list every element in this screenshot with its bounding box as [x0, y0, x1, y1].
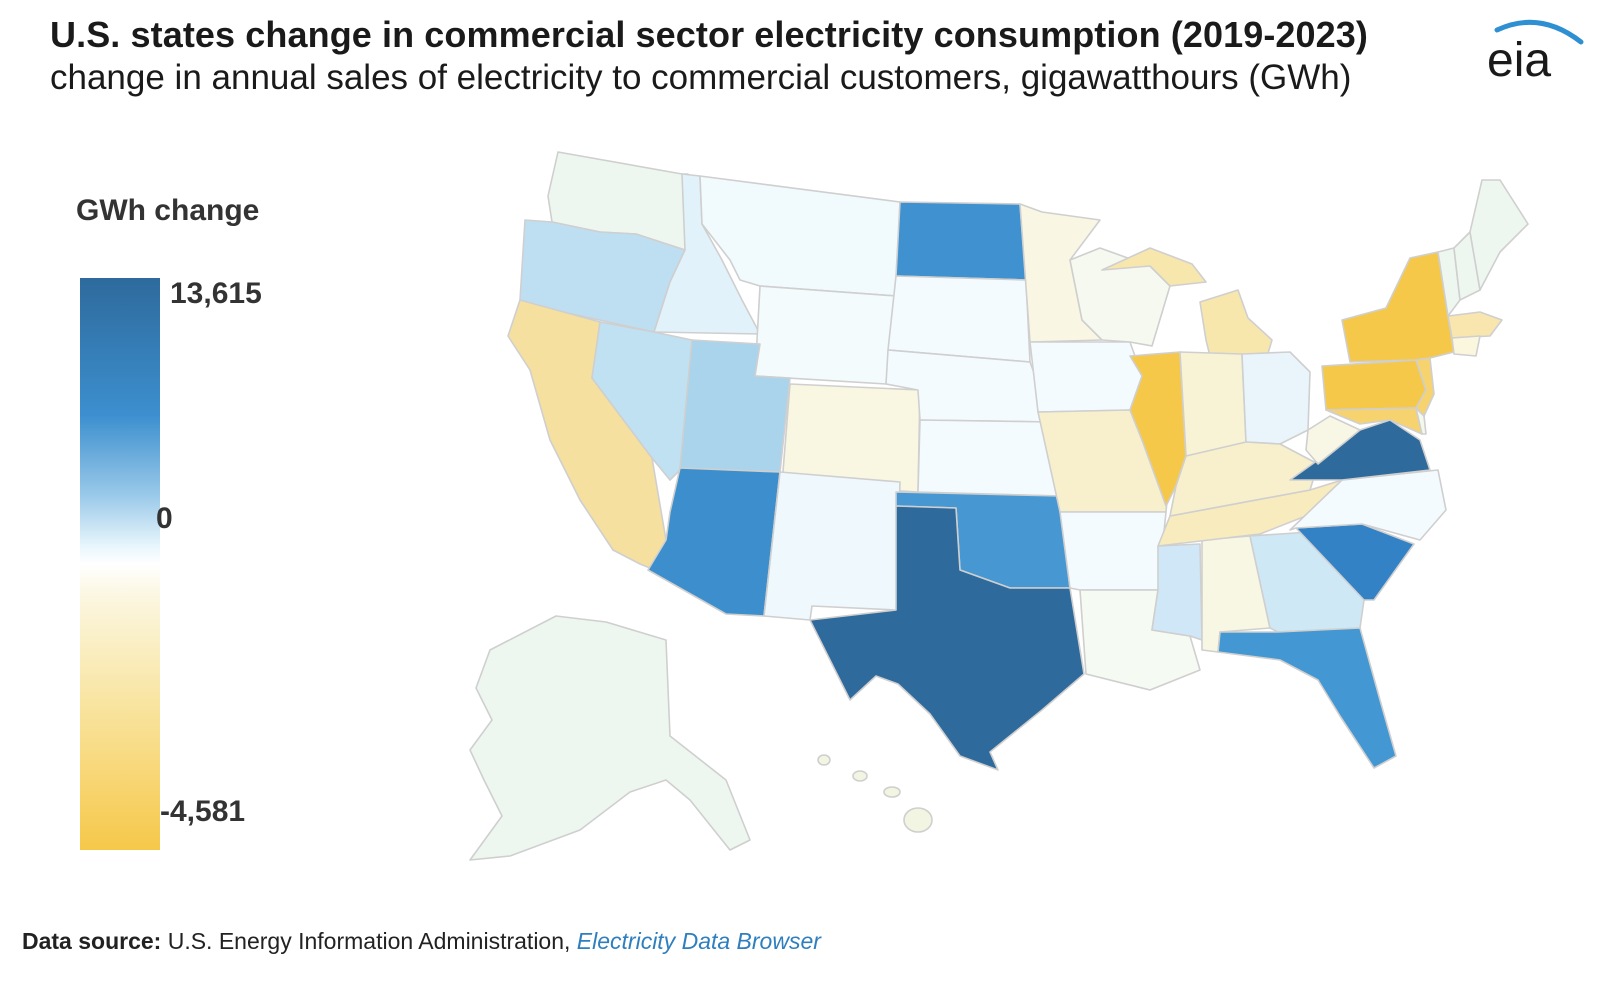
- legend-max-label: 13,615: [170, 277, 262, 310]
- state-west-virginia: [1305, 415, 1361, 465]
- legend-title: GWh change: [76, 194, 260, 227]
- state-pennsylvania: [1321, 359, 1427, 411]
- data-source-footer: Data source: U.S. Energy Information Adm…: [22, 928, 821, 955]
- state-maryland: [1325, 407, 1423, 435]
- state-new-mexico: [763, 471, 901, 621]
- state-hawaii-oahu: [852, 770, 868, 782]
- state-connecticut: [1451, 335, 1481, 357]
- state-new-york: [1341, 251, 1455, 363]
- legend-color-scale: [80, 278, 160, 850]
- state-arizona: [647, 467, 781, 617]
- state-kansas: [917, 419, 1061, 497]
- state-texas: [809, 505, 1085, 771]
- state-maine: [1469, 179, 1529, 291]
- legend-min-label: -4,581: [160, 795, 246, 828]
- electricity-data-browser-link[interactable]: Electricity Data Browser: [576, 928, 821, 954]
- state-wyoming: [754, 285, 897, 385]
- state-wisconsin: [1069, 247, 1171, 347]
- map-title: U.S. states change in commercial sector …: [50, 14, 1369, 55]
- state-south-dakota: [887, 275, 1031, 363]
- eia-logo: eia: [1487, 19, 1584, 87]
- state-hawaii-kauai: [817, 754, 831, 766]
- state-mississippi: [1151, 543, 1203, 641]
- state-massachusetts: [1447, 311, 1503, 339]
- map-subtitle: change in annual sales of electricity to…: [50, 58, 1352, 97]
- state-iowa: [1029, 341, 1143, 413]
- us-choropleth-map: [469, 151, 1529, 861]
- state-alaska: [469, 615, 751, 861]
- state-ohio: [1241, 351, 1311, 445]
- state-nevada: [591, 321, 693, 481]
- state-hawaii-big-island: [903, 807, 933, 833]
- state-florida: [1217, 627, 1397, 769]
- state-hawaii-maui: [883, 786, 901, 798]
- state-north-dakota: [895, 201, 1027, 281]
- state-delaware: [1415, 407, 1427, 435]
- data-source-label: Data source:: [22, 928, 162, 954]
- eia-logo-text: eia: [1487, 34, 1551, 87]
- state-indiana: [1179, 351, 1247, 459]
- state-arkansas: [1059, 511, 1167, 591]
- legend-zero-label: 0: [156, 502, 173, 535]
- data-source-text: U.S. Energy Information Administration,: [167, 928, 571, 954]
- state-michigan: [1101, 247, 1273, 365]
